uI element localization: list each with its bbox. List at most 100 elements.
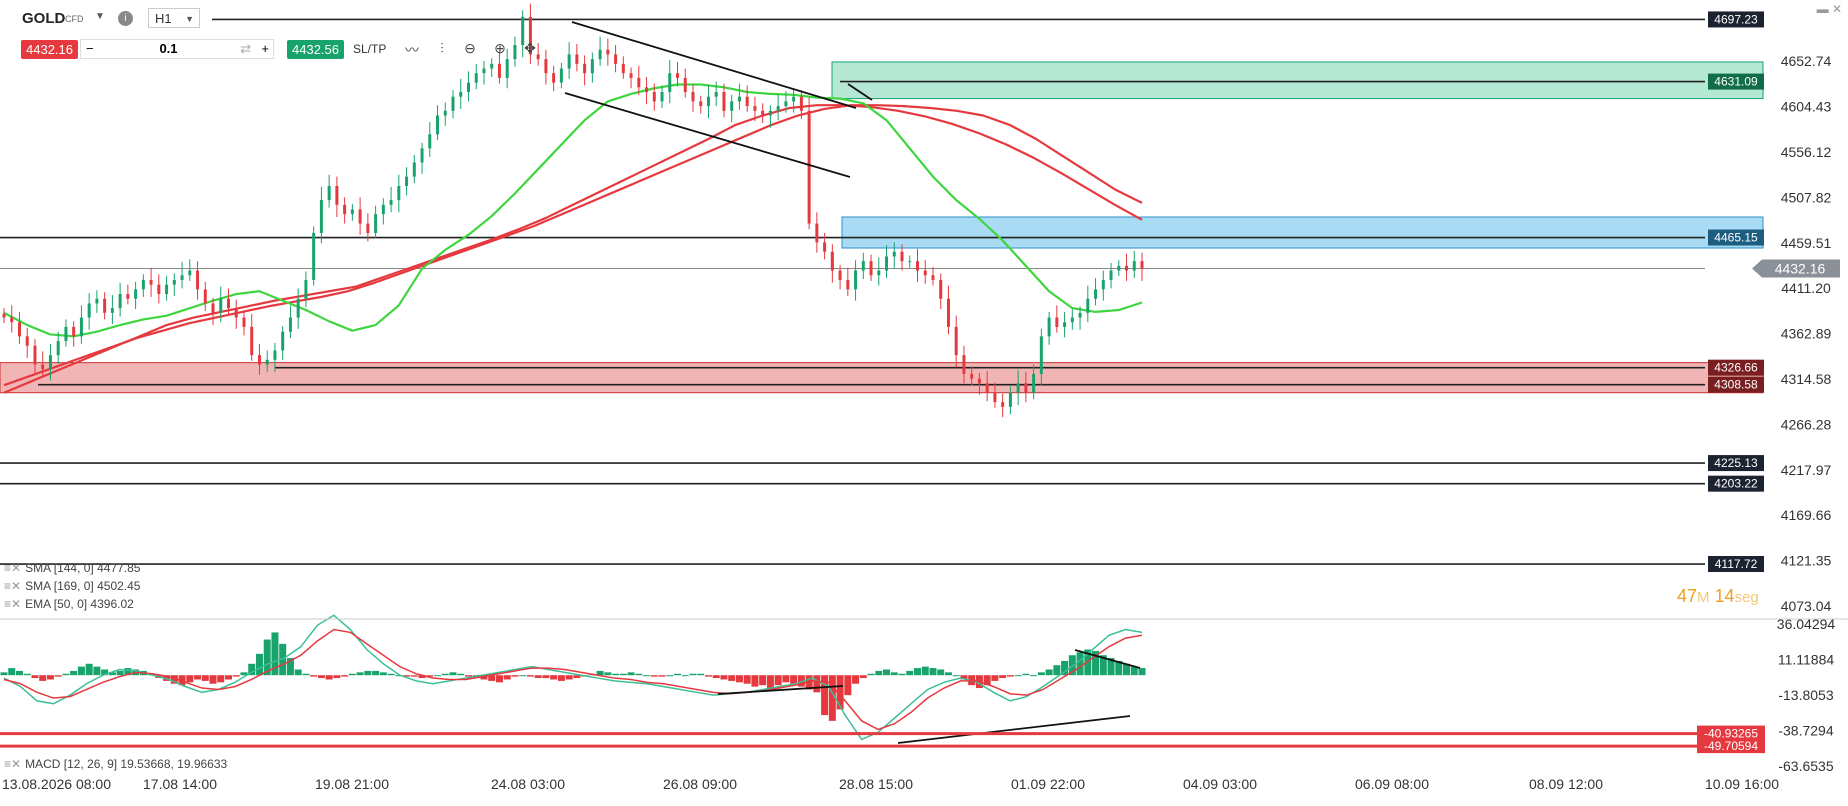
- close-icon[interactable]: ✕: [1831, 2, 1842, 16]
- x-tick-label: 17.08 14:00: [143, 776, 217, 792]
- candle: [335, 185, 339, 205]
- macd-histogram-bar: [519, 675, 527, 677]
- decrease-button[interactable]: −: [86, 41, 94, 56]
- candle: [722, 92, 726, 111]
- x-tick-label: 08.09 12:00: [1529, 776, 1603, 792]
- quantity-stepper[interactable]: − 0.1 ⇄ +: [80, 39, 274, 59]
- macd-histogram-bar: [890, 672, 898, 676]
- candle: [699, 101, 703, 107]
- macd-histogram-bar: [1130, 666, 1138, 676]
- buy-button[interactable]: 4432.56: [287, 40, 344, 59]
- macd-histogram-bar: [534, 675, 542, 679]
- candle: [513, 45, 517, 60]
- indicator-sma144-label: SMA [144, 0] 4477.85: [25, 561, 141, 575]
- candles-icon[interactable]: ⫶: [440, 40, 444, 56]
- x-tick-label: 19.08 21:00: [315, 776, 389, 792]
- macd-histogram-bar: [271, 632, 279, 676]
- macd-histogram-bar: [743, 675, 751, 684]
- refresh-icon[interactable]: ⇄: [240, 41, 251, 56]
- y-tick-label: 4604.43: [1781, 99, 1832, 115]
- candle: [598, 49, 602, 60]
- macd-histogram-bar: [1123, 663, 1131, 676]
- macd-y-tick-label: 36.04294: [1777, 616, 1836, 632]
- macd-histogram-bar: [1037, 672, 1045, 676]
- candle: [954, 326, 958, 356]
- macd-histogram-bar: [991, 675, 999, 681]
- candle: [815, 223, 819, 243]
- candle: [753, 106, 757, 111]
- candle: [250, 326, 254, 356]
- candle: [211, 303, 215, 313]
- macd-histogram-bar: [255, 653, 263, 676]
- divergence-line: [897, 715, 1131, 744]
- x-tick-label: 01.09 22:00: [1011, 776, 1085, 792]
- macd-histogram-bar: [0, 672, 8, 676]
- indicator-sma169-label: SMA [169, 0] 4502.45: [25, 579, 141, 593]
- macd-histogram-bar: [15, 670, 23, 676]
- symbol-label[interactable]: GOLD: [22, 10, 66, 27]
- macd-histogram-bar: [774, 675, 782, 686]
- zoom-out-icon[interactable]: ⊖: [464, 40, 476, 56]
- settings-icon[interactable]: ≡✕: [4, 597, 22, 611]
- settings-icon[interactable]: ≡✕: [4, 757, 22, 771]
- candle: [459, 92, 463, 97]
- crosshair-icon[interactable]: ✥: [524, 40, 536, 56]
- current-price-tag: [1752, 259, 1840, 278]
- macd-histogram-bar: [704, 675, 712, 677]
- macd-y-tick-label: -63.6535: [1778, 758, 1833, 774]
- increase-button[interactable]: +: [261, 41, 269, 56]
- macd-histogram-bar: [1084, 649, 1092, 676]
- settings-icon[interactable]: ≡✕: [4, 579, 22, 593]
- macd-histogram-bar: [1138, 668, 1146, 676]
- settings-icon[interactable]: ≡✕: [4, 561, 22, 575]
- y-tick-label: 4459.51: [1781, 235, 1832, 251]
- candle: [1047, 317, 1051, 337]
- sma-line: [3, 104, 1143, 387]
- macd-panel[interactable]: -40.93265-49.70594: [0, 614, 1765, 754]
- indicator-macd[interactable]: ≡✕ MACD [12, 26, 9] 19.53668, 19.96633: [4, 757, 227, 771]
- indicator-sma169[interactable]: ≡✕ SMA [169, 0] 4502.45: [4, 579, 140, 593]
- candle: [730, 101, 734, 111]
- line-chart-icon[interactable]: 〰: [405, 42, 419, 58]
- candle: [10, 317, 14, 323]
- candle: [590, 59, 594, 74]
- candle: [714, 92, 718, 97]
- timeframe-select[interactable]: H1 ▼: [148, 8, 200, 28]
- y-tick-label: 4362.89: [1781, 326, 1832, 342]
- sell-button[interactable]: 4432.16: [21, 40, 78, 59]
- macd-histogram-bar: [449, 672, 457, 676]
- macd-histogram-bar: [62, 673, 70, 676]
- candle: [1039, 336, 1043, 374]
- macd-histogram-bar: [797, 675, 805, 687]
- timer-m-label: M: [1697, 589, 1710, 606]
- indicator-macd-label: MACD [12, 26, 9] 19.53668, 19.96633: [25, 757, 228, 771]
- candle: [970, 373, 974, 379]
- candle: [761, 110, 765, 116]
- candle: [304, 279, 308, 299]
- symbol-dropdown-icon[interactable]: ▼: [95, 11, 105, 22]
- price-panel[interactable]: 4697.23 4631.09 4465.15 4326.66 4308.58 4225.…: [0, 3, 1840, 573]
- minimize-icon[interactable]: ▬: [1816, 2, 1829, 16]
- info-icon[interactable]: i: [118, 11, 133, 26]
- candle: [683, 77, 687, 93]
- candle: [227, 298, 231, 309]
- macd-histogram-bar: [263, 639, 271, 676]
- quantity-input[interactable]: 0.1: [159, 41, 178, 56]
- indicator-ema50[interactable]: ≡✕ EMA [50, 0] 4396.02: [4, 597, 134, 611]
- candle: [490, 63, 494, 69]
- sltp-button[interactable]: SL/TP: [353, 42, 387, 56]
- indicator-sma144[interactable]: ≡✕ SMA [144, 0] 4477.85: [4, 561, 140, 575]
- macd-histogram-bar: [643, 675, 651, 677]
- candle: [1055, 317, 1059, 327]
- sma-line: [3, 104, 1143, 394]
- macd-histogram-bar: [379, 672, 387, 676]
- macd-histogram-bar: [542, 675, 550, 679]
- zoom-in-icon[interactable]: ⊕: [494, 40, 506, 56]
- window-controls[interactable]: ▬ ✕: [1817, 2, 1842, 16]
- candle: [288, 317, 292, 332]
- macd-histogram-bar: [844, 675, 852, 696]
- macd-histogram-bar: [875, 670, 883, 676]
- macd-histogram-bar: [93, 666, 101, 676]
- candle: [861, 261, 865, 271]
